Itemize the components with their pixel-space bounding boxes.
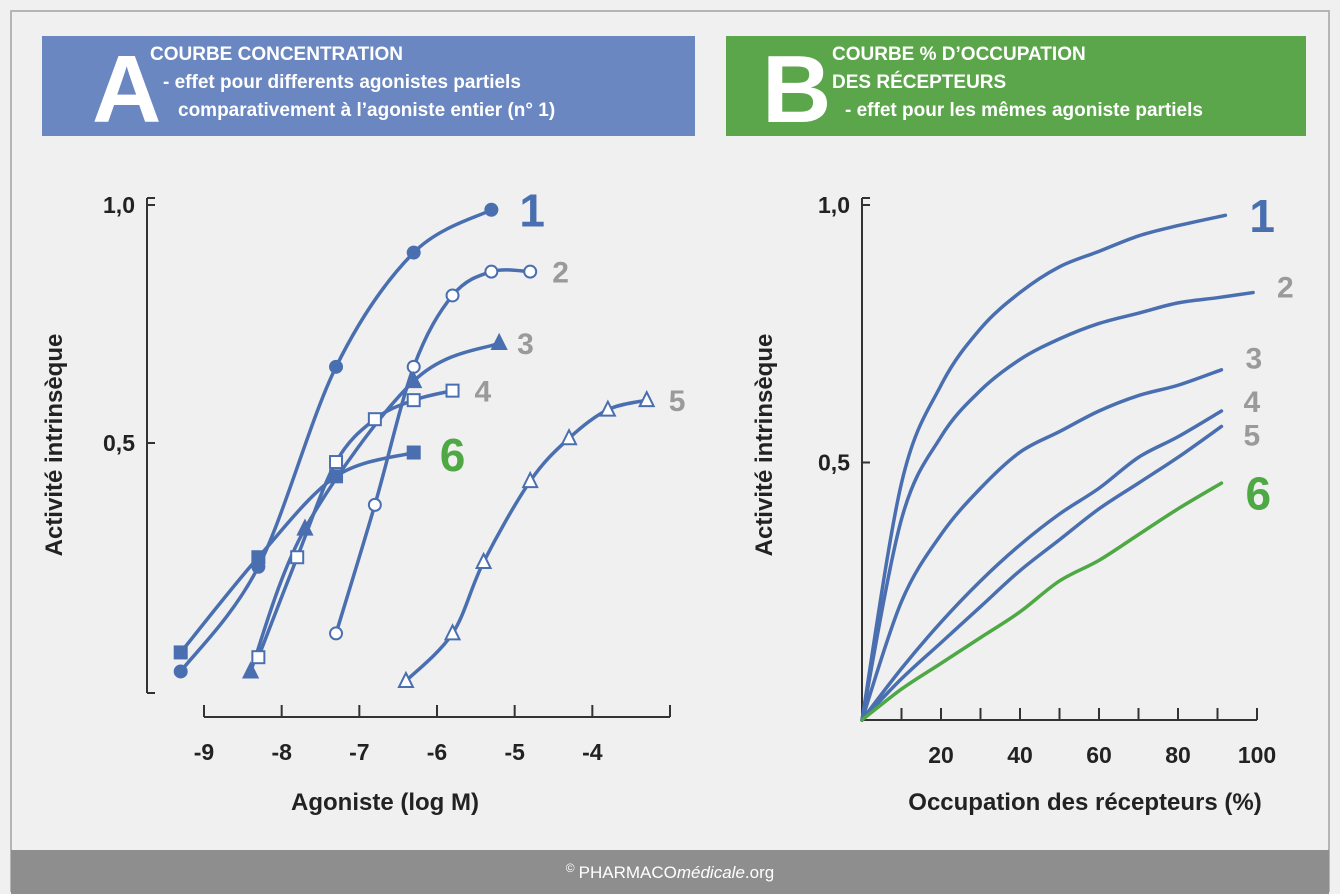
- footer-bar: [11, 850, 1329, 894]
- marker: [406, 445, 421, 460]
- marker: [474, 551, 493, 569]
- series-line: [860, 368, 1224, 722]
- series-label: 1: [1249, 190, 1275, 242]
- marker: [251, 550, 266, 565]
- x-tick-label: -6: [427, 739, 447, 765]
- series-line: [860, 409, 1224, 722]
- marker: [251, 650, 266, 665]
- series-line: [860, 213, 1228, 722]
- series-line: [178, 208, 494, 674]
- brand-suffix: .org: [745, 863, 774, 882]
- series-label: 3: [1245, 343, 1262, 376]
- header-box: [726, 36, 1306, 136]
- marker: [367, 497, 382, 512]
- x-tick-label: 60: [1086, 742, 1112, 768]
- marker: [521, 470, 539, 489]
- footer: © PHARMACOmédicale.org: [566, 861, 774, 882]
- series-label: 1: [519, 184, 545, 236]
- y-tick-label: 1,0: [818, 192, 850, 218]
- header-line: COURBE CONCENTRATION: [150, 44, 403, 65]
- marker: [484, 264, 499, 279]
- marker: [443, 623, 462, 641]
- series-label: 3: [517, 328, 534, 361]
- marker: [560, 428, 578, 446]
- marker: [397, 670, 415, 688]
- x-tick-label: 80: [1165, 742, 1191, 768]
- x-tick-label: -8: [271, 739, 292, 765]
- copyright: ©: [566, 861, 575, 875]
- marker: [484, 202, 499, 217]
- series-line: [860, 290, 1255, 722]
- series-label: 6: [1245, 468, 1271, 520]
- chart-1: B COURBE % D’OCCUPATION DES RÉCEPTEURS - ef…: [726, 36, 1306, 816]
- series-label: 4: [1243, 386, 1260, 419]
- marker: [241, 661, 260, 679]
- series-label: 2: [552, 256, 569, 289]
- x-tick-label: 100: [1238, 742, 1276, 768]
- x-tick-label: 40: [1007, 742, 1033, 768]
- marker: [406, 245, 421, 260]
- y-tick-label: 1,0: [103, 192, 135, 218]
- x-tick-label: -7: [349, 739, 369, 765]
- panel-letter: B: [762, 36, 831, 143]
- series-label: 5: [1243, 419, 1260, 452]
- series-label: 6: [440, 429, 466, 481]
- marker: [329, 469, 344, 484]
- x-tick-label: -5: [504, 739, 525, 765]
- y-tick-label: 0,5: [103, 430, 135, 456]
- frame: [10, 10, 1330, 892]
- marker: [638, 389, 656, 408]
- marker: [367, 412, 382, 427]
- series-line: [860, 481, 1224, 722]
- y-tick-label: 0,5: [818, 450, 850, 476]
- header-line: - effet pour differents agonistes partie…: [163, 72, 521, 93]
- panel-letter: A: [92, 36, 161, 143]
- x-tick-label: -4: [582, 739, 603, 765]
- brand-italic: médicale: [677, 863, 745, 882]
- marker: [445, 288, 460, 303]
- header-line: COURBE % D’OCCUPATION: [832, 44, 1086, 65]
- x-axis-title: Agoniste (log M): [291, 789, 479, 816]
- series-line: [178, 450, 416, 655]
- marker: [173, 645, 188, 660]
- marker: [329, 359, 344, 374]
- marker: [173, 664, 188, 679]
- series-line: [860, 424, 1224, 722]
- marker: [406, 393, 421, 408]
- series-label: 5: [669, 385, 686, 418]
- marker: [405, 370, 423, 389]
- x-axis-title: Occupation des récepteurs (%): [908, 789, 1261, 816]
- header-line: - effet pour les mêmes agoniste partiels: [845, 100, 1203, 121]
- header-line: comparativement à l’agoniste entier (n° …: [178, 100, 555, 121]
- marker: [290, 550, 305, 565]
- marker: [329, 626, 344, 641]
- brand: PHARMACO: [579, 863, 677, 882]
- series-line: [248, 341, 501, 674]
- header-box: [42, 36, 695, 136]
- marker: [523, 264, 538, 279]
- series-label: 2: [1277, 271, 1294, 304]
- marker: [329, 455, 344, 470]
- y-axis-title: Activité intrinsèque: [751, 334, 778, 557]
- marker: [599, 399, 617, 417]
- marker: [445, 383, 460, 398]
- y-axis-title: Activité intrinsèque: [41, 334, 68, 557]
- header-line: DES RÉCEPTEURS: [832, 71, 1006, 93]
- x-tick-label: 20: [928, 742, 954, 768]
- x-tick-label: -9: [194, 739, 214, 765]
- marker: [490, 332, 508, 351]
- series-label: 4: [475, 375, 492, 408]
